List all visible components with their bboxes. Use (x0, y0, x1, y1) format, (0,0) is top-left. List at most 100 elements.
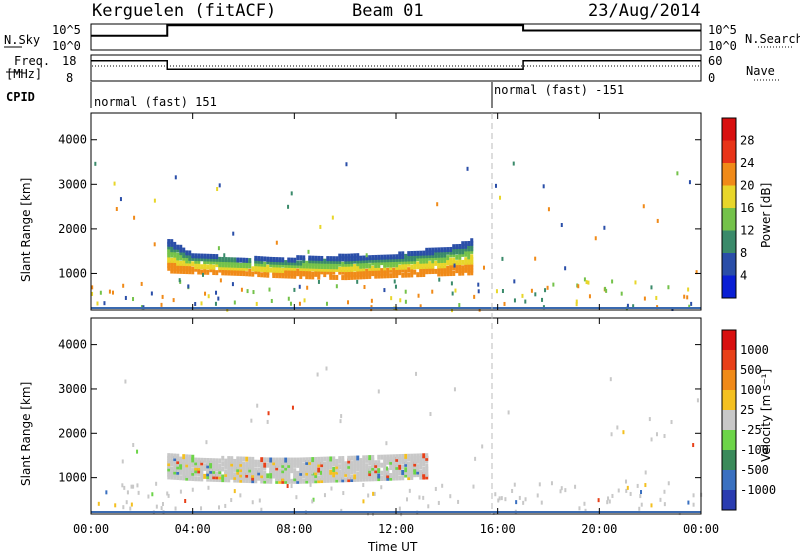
echo-cell (530, 288, 533, 293)
echo-cell (692, 493, 695, 498)
echo-cell (221, 455, 225, 461)
echo-cell (428, 255, 432, 261)
echo-cell (179, 469, 183, 475)
echo-cell (278, 460, 282, 466)
echo-cell (311, 478, 315, 484)
echo-cell (272, 256, 276, 262)
echo-cell (395, 256, 399, 262)
echo-cell (230, 472, 234, 478)
echo-cell (362, 263, 366, 269)
echo-cell (431, 255, 435, 261)
echo-cell (440, 257, 444, 263)
echo-cell (362, 260, 366, 266)
echo-cell (302, 268, 306, 274)
echo-cell (365, 260, 369, 266)
echo-cell (538, 482, 541, 487)
echo-cell (518, 495, 521, 500)
echo-cell (440, 263, 444, 269)
echo-cell (437, 260, 441, 266)
echo-cell (105, 490, 108, 495)
echo-cell (446, 249, 450, 255)
echo-cell (185, 465, 189, 471)
echo-cell (194, 457, 198, 463)
echo-cell (534, 292, 537, 297)
echo-cell (302, 468, 306, 474)
echo-cell (227, 257, 231, 263)
echo-cell (425, 261, 429, 267)
colorbar-tick-label: 20 (740, 179, 754, 193)
echo-cell (296, 268, 300, 274)
echo-cell (223, 253, 226, 258)
echo-cell (419, 269, 423, 275)
echo-cell (353, 253, 357, 259)
echo-cell (173, 469, 177, 475)
echo-cell (205, 440, 208, 445)
echo-cell (91, 285, 94, 290)
echo-cell (185, 475, 189, 481)
echo-cell (266, 457, 270, 463)
echo-cell (314, 462, 318, 468)
colorbar-tick-label: 28 (740, 134, 754, 148)
echo-cell (398, 456, 402, 462)
echo-cell (173, 265, 177, 271)
echo-cell (166, 491, 169, 496)
echo-cell (206, 463, 210, 469)
echo-cell (401, 251, 405, 257)
echo-cell (329, 469, 333, 475)
echo-cell (404, 261, 408, 267)
echo-cell (392, 462, 396, 468)
echo-cell (425, 269, 429, 275)
echo-cell (299, 457, 303, 463)
echo-cell (308, 475, 312, 481)
colorbar-swatch (722, 230, 736, 253)
echo-cell (167, 252, 171, 258)
echo-cell (182, 247, 186, 253)
echo-cell (410, 251, 414, 257)
echo-cell (224, 267, 228, 273)
echo-cell (170, 263, 174, 269)
echo-cell (293, 460, 297, 466)
echo-cell (377, 260, 381, 266)
echo-cell (422, 253, 426, 259)
echo-cell (293, 287, 296, 292)
echo-cell (230, 270, 234, 276)
echo-cell (419, 256, 423, 262)
echo-cell (188, 261, 192, 267)
echo-cell (371, 476, 375, 482)
echo-cell (224, 463, 228, 469)
echo-cell (242, 260, 246, 266)
echo-cell (182, 475, 186, 481)
echo-cell (404, 469, 408, 475)
echo-cell (374, 268, 378, 274)
echo-cell (536, 493, 539, 498)
echo-cell (368, 457, 372, 463)
echo-cell (206, 253, 210, 259)
echo-cell (452, 265, 456, 271)
echo-cell (398, 475, 402, 481)
echo-cell (422, 269, 426, 275)
echo-cell (353, 255, 357, 261)
echo-cell (470, 259, 474, 265)
echo-cell (467, 246, 471, 252)
echo-cell (428, 261, 432, 267)
echo-cell (281, 470, 285, 476)
echo-cell (200, 301, 203, 306)
echo-cell (395, 459, 399, 465)
echo-cell (290, 478, 294, 484)
echo-cell (332, 256, 336, 262)
velocity-colorbar-label: Velocity [m s⁻¹] (759, 368, 773, 462)
echo-cell (200, 473, 204, 479)
echo-cell (386, 273, 390, 279)
echo-cell (236, 477, 240, 483)
echo-cell (335, 274, 339, 280)
echo-cell (329, 477, 333, 483)
echo-cell (320, 475, 324, 481)
echo-cell (314, 475, 318, 481)
echo-cell (329, 258, 333, 264)
echo-cell (399, 298, 402, 303)
echo-cell (254, 266, 258, 272)
echo-cell (330, 486, 333, 491)
echo-cell (332, 469, 336, 475)
echo-cell (197, 258, 201, 264)
